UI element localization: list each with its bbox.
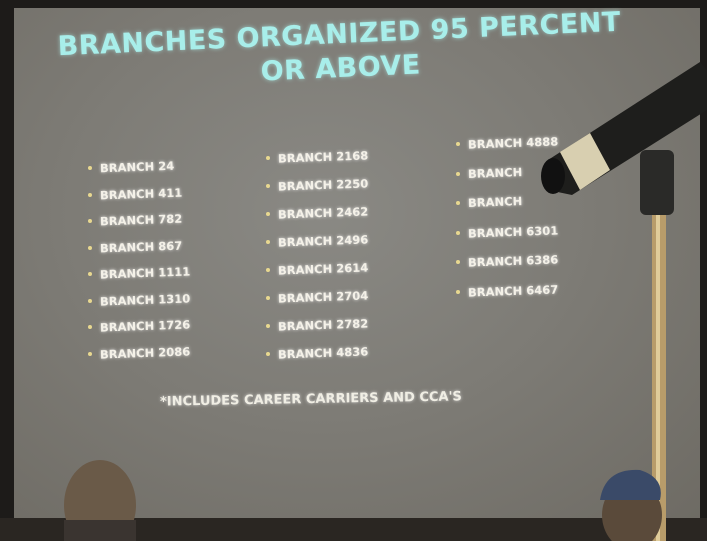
- foreground: [0, 0, 707, 541]
- cap: [600, 470, 661, 500]
- audience-shoulder: [64, 520, 136, 541]
- mic-head: [541, 158, 565, 194]
- mic-clip: [640, 150, 674, 215]
- photo: BRANCHES ORGANIZED 95 PERCENT OR ABOVE B…: [0, 0, 707, 541]
- microphone: [548, 62, 707, 195]
